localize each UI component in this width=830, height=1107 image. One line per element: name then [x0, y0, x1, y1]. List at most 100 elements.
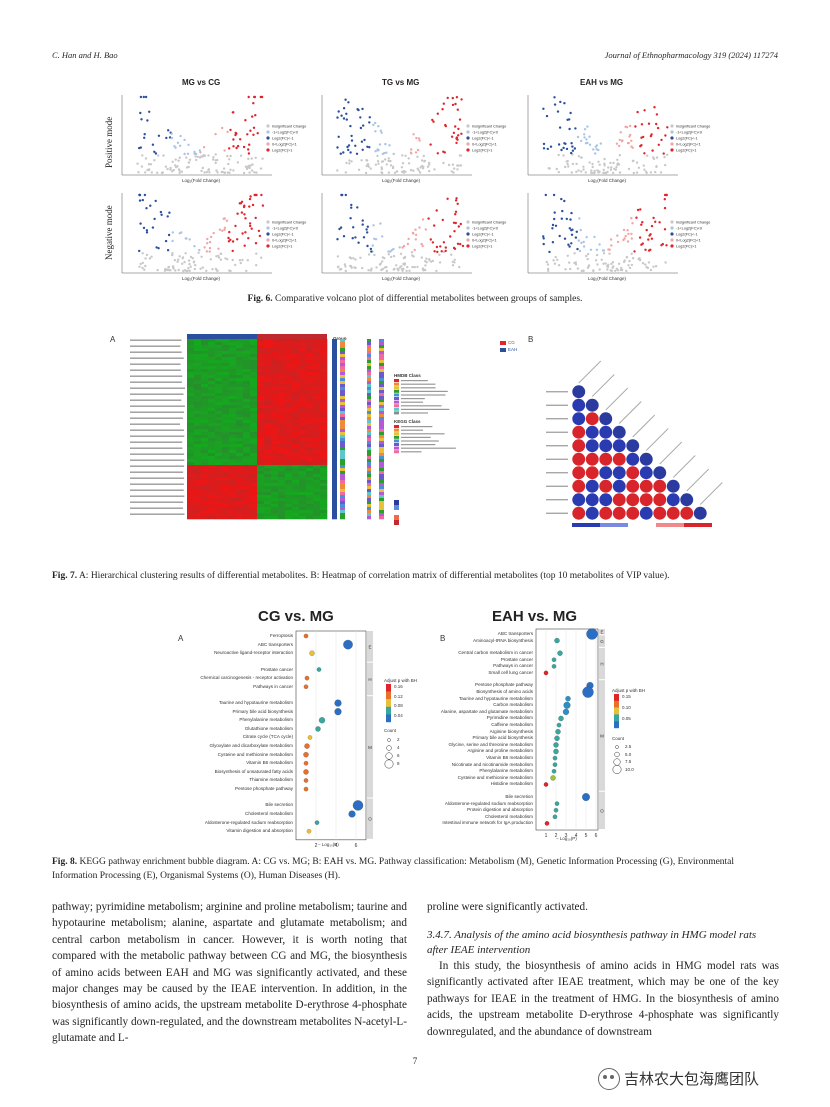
heatmap-cell	[215, 480, 223, 484]
heatmap-cell	[222, 495, 230, 499]
heatmap-cell	[243, 366, 251, 370]
volcano-point	[428, 163, 431, 166]
volcano-legend-dot	[466, 142, 470, 146]
heatmap-cell	[292, 417, 300, 421]
heatmap-cell	[222, 456, 230, 460]
heatmap-cell	[278, 516, 286, 520]
heatmap-row-label	[130, 345, 181, 347]
volcano-legend-dot	[266, 136, 270, 140]
heatmap-cell	[243, 363, 251, 367]
heatmap-cell	[250, 447, 258, 451]
heatmap-annotation-cell	[367, 483, 371, 487]
heatmap-cell	[201, 438, 209, 442]
kegg-b-size-circle	[612, 765, 622, 774]
heatmap-legend-swatch	[394, 446, 399, 450]
kegg-bubble	[586, 628, 598, 640]
volcano-point	[342, 235, 346, 238]
heatmap-row-label	[130, 435, 185, 437]
volcano-point	[202, 146, 206, 149]
heatmap-annotation-cell	[379, 504, 384, 508]
heatmap-cell	[306, 396, 314, 400]
volcano-point	[148, 110, 151, 114]
heatmap-cell	[222, 513, 230, 517]
heatmap-cell	[215, 444, 223, 448]
heatmap-cell	[264, 408, 272, 412]
heatmap-cell	[208, 411, 216, 415]
kegg-group-strip	[367, 662, 373, 696]
volcano-point	[171, 160, 174, 163]
volcano-point	[666, 126, 669, 129]
volcano-point	[439, 245, 442, 248]
heatmap-cell	[187, 342, 195, 346]
volcano-point	[401, 162, 405, 165]
heatmap-annotation-cell	[379, 387, 384, 391]
volcano-legend-dot	[466, 148, 470, 152]
heatmap-cell	[292, 447, 300, 451]
heatmap-cell	[299, 492, 307, 496]
heatmap-annotation-cell	[332, 450, 337, 454]
volcano-point	[164, 165, 168, 168]
volcano-point	[250, 227, 253, 230]
volcano-point	[181, 262, 184, 265]
heatmap-annotation-cell	[379, 369, 384, 373]
heatmap-cell	[215, 435, 223, 439]
heatmap-cell	[187, 393, 195, 397]
volcano-point	[182, 269, 185, 273]
heatmap-cell	[187, 354, 195, 358]
volcano-point	[627, 232, 630, 236]
kegg-group-strip	[599, 791, 605, 830]
heatmap-cell	[264, 489, 272, 493]
volcano-point	[582, 168, 585, 171]
volcano-point	[367, 165, 370, 168]
heatmap-cell	[320, 465, 328, 469]
heatmap-annotation-cell	[332, 477, 337, 481]
heatmap-cell	[299, 417, 307, 421]
volcano-point	[598, 243, 601, 246]
volcano-point	[248, 143, 251, 146]
heatmap-cell	[320, 375, 328, 379]
heatmap-cell	[250, 426, 258, 430]
heatmap-cell	[278, 438, 286, 442]
volcano-point	[345, 118, 348, 121]
heatmap-scale-segment	[394, 505, 399, 510]
volcano-point	[224, 257, 227, 260]
heatmap-cell	[222, 498, 230, 502]
heatmap-cell	[264, 402, 272, 406]
volcano-point	[337, 110, 340, 113]
heatmap-cell	[201, 513, 209, 517]
kegg-bubble	[553, 748, 559, 755]
volcano-point	[383, 257, 386, 260]
heatmap-cell	[208, 345, 216, 349]
heatmap-cell	[229, 465, 237, 469]
heatmap-cell	[257, 360, 265, 364]
correlation-scale-segment	[684, 523, 712, 527]
volcano-point	[637, 166, 641, 169]
volcano-point	[652, 265, 655, 268]
heatmap-cell	[292, 372, 300, 376]
fig6-xlabel-1: Log₂(Fold Change)	[182, 178, 221, 183]
heatmap-cell	[313, 444, 321, 448]
volcano-point	[366, 145, 369, 148]
volcano-point	[374, 150, 377, 153]
volcano-point	[603, 157, 606, 161]
heatmap-annotation-cell	[367, 348, 371, 352]
volcano-point	[139, 146, 142, 149]
volcano-point	[214, 153, 217, 156]
heatmap-cell	[236, 384, 244, 388]
legend-group-eah-swatch	[500, 348, 506, 352]
heatmap-cell	[250, 339, 258, 343]
volcano-point	[568, 245, 571, 248]
volcano-point	[400, 166, 404, 169]
volcano-point	[372, 224, 375, 227]
volcano-point	[184, 252, 187, 255]
heatmap-cell	[292, 471, 300, 475]
volcano-point	[219, 258, 223, 261]
heatmap-annotation-cell	[367, 369, 371, 373]
heatmap-cell	[257, 438, 265, 442]
heatmap-annotation-cell	[332, 354, 337, 358]
volcano-point	[568, 127, 571, 131]
heatmap-cell	[201, 402, 209, 406]
volcano-point	[168, 136, 172, 139]
heatmap-cell	[271, 456, 279, 460]
volcano-point	[660, 138, 663, 142]
